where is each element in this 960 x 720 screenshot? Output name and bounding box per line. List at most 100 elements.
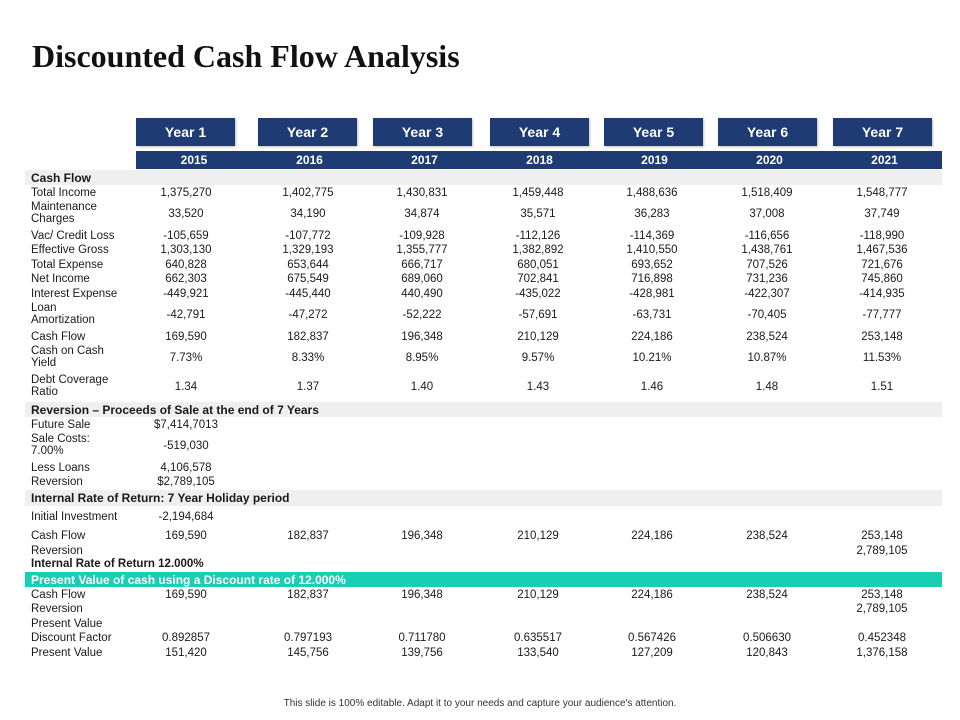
table-cell: -422,307 <box>744 288 790 300</box>
table-cell: 182,837 <box>287 589 329 601</box>
table-cell: 1,410,550 <box>626 244 678 256</box>
table-cell: 0.506630 <box>743 632 791 644</box>
table-cell: -52,222 <box>402 309 442 321</box>
table-cell: -435,022 <box>515 288 561 300</box>
table-cell: 1,430,831 <box>396 187 448 199</box>
table-cell: 640,828 <box>165 259 207 271</box>
table-cell: 653,644 <box>287 259 329 271</box>
table-cell: 253,148 <box>861 530 903 542</box>
table-cell: -57,691 <box>518 309 558 321</box>
table-cell: 1.51 <box>870 381 894 393</box>
date-2020: 2020 <box>756 153 783 167</box>
table-cell: 10.87% <box>747 352 787 364</box>
row-label: Less Loans <box>31 462 90 474</box>
table-cell: 238,524 <box>746 589 788 601</box>
cash-flow-section-band <box>25 170 942 185</box>
year-5-header: Year 5 <box>604 118 703 146</box>
table-cell: 10.21% <box>632 352 672 364</box>
table-cell: -2,194,684 <box>158 511 214 523</box>
table-cell: -519,030 <box>163 440 209 452</box>
footer-note: This slide is 100% editable. Adapt it to… <box>283 698 677 709</box>
date-header-bar <box>136 151 942 169</box>
table-cell: 1,459,448 <box>512 187 564 199</box>
table-cell: 1,375,270 <box>160 187 212 199</box>
table-cell: 716,898 <box>631 273 673 285</box>
reversion-section-title: Reversion – Proceeds of Sale at the end … <box>31 403 319 417</box>
table-cell: 0.452348 <box>858 632 906 644</box>
row-label: Effective Gross <box>31 244 109 256</box>
table-cell: 0.567426 <box>628 632 676 644</box>
table-cell: 721,676 <box>861 259 903 271</box>
table-cell: 675,549 <box>287 273 329 285</box>
row-label: Cash on Cash <box>31 345 104 357</box>
table-cell: 127,209 <box>631 647 673 659</box>
table-cell: $7,414,7013 <box>154 419 218 431</box>
table-cell: 182,837 <box>287 331 329 343</box>
table-cell: 707,526 <box>746 259 788 271</box>
table-cell: 210,129 <box>517 589 559 601</box>
year-3-header: Year 3 <box>373 118 472 146</box>
table-cell: $2,789,105 <box>157 476 215 488</box>
date-2019: 2019 <box>641 153 668 167</box>
date-2017: 2017 <box>411 153 438 167</box>
table-cell: 37,008 <box>749 208 785 220</box>
year-2-header: Year 2 <box>258 118 357 146</box>
table-cell: -116,656 <box>744 230 790 242</box>
table-cell: 34,874 <box>404 208 440 220</box>
table-cell: 689,060 <box>401 273 443 285</box>
table-cell: 1,548,777 <box>856 187 908 199</box>
table-cell: -70,405 <box>747 309 787 321</box>
table-cell: 11.53% <box>862 352 902 364</box>
table-cell: 1,467,536 <box>856 244 908 256</box>
table-cell: 1,488,636 <box>626 187 678 199</box>
date-2016: 2016 <box>296 153 323 167</box>
row-label: Debt Coverage <box>31 374 109 386</box>
row-label: Vac/ Credit Loss <box>31 230 115 242</box>
table-cell: 9.57% <box>521 352 555 364</box>
year-4-header: Year 4 <box>490 118 589 146</box>
table-cell: 666,717 <box>401 259 443 271</box>
date-2015: 2015 <box>180 153 208 167</box>
table-cell: 224,186 <box>631 589 673 601</box>
table-cell: -47,272 <box>288 309 328 321</box>
row-label: Reversion <box>31 603 83 615</box>
row-label: Total Expense <box>31 259 104 271</box>
table-cell: -107,772 <box>285 230 331 242</box>
row-label: Initial Investment <box>31 511 118 523</box>
row-label: Cash Flow <box>31 589 86 601</box>
table-cell: 4,106,578 <box>160 462 212 474</box>
table-cell: 0.892857 <box>162 632 210 644</box>
row-label: Cash Flow <box>31 530 86 542</box>
table-cell: 151,420 <box>165 647 207 659</box>
table-cell: 253,148 <box>861 331 903 343</box>
table-cell: 1.37 <box>296 381 320 393</box>
pv-section-band <box>25 572 942 587</box>
table-cell: 196,348 <box>401 589 443 601</box>
table-cell: 238,524 <box>746 530 788 542</box>
table-cell: 1.46 <box>640 381 664 393</box>
reversion-section-band <box>25 402 942 417</box>
table-cell: 34,190 <box>290 208 326 220</box>
cash-flow-section-title: Cash Flow <box>31 171 92 185</box>
table-cell: 224,186 <box>631 331 673 343</box>
table-cell: 120,843 <box>746 647 788 659</box>
row-label: Interest Expense <box>31 288 118 300</box>
table-cell: -449,921 <box>163 288 209 300</box>
table-cell: 745,860 <box>861 273 903 285</box>
table-cell: 1.48 <box>755 381 779 393</box>
table-cell: 1,518,409 <box>741 187 793 199</box>
table-cell: 8.33% <box>291 352 325 364</box>
table-cell: 680,051 <box>517 259 559 271</box>
table-cell: 1,382,892 <box>512 244 564 256</box>
table-cell: 145,756 <box>287 647 329 659</box>
row-label: Present Value <box>31 647 103 659</box>
table-cell: 210,129 <box>517 530 559 542</box>
table-cell: -109,928 <box>399 230 445 242</box>
row-label: Yield <box>31 357 57 369</box>
table-cell: 139,756 <box>401 647 443 659</box>
table-cell: 36,283 <box>634 208 670 220</box>
table-cell: -42,791 <box>166 309 206 321</box>
table-cell: 693,652 <box>631 259 673 271</box>
table-cell: -112,126 <box>515 230 561 242</box>
row-label: Reversion <box>31 476 83 488</box>
